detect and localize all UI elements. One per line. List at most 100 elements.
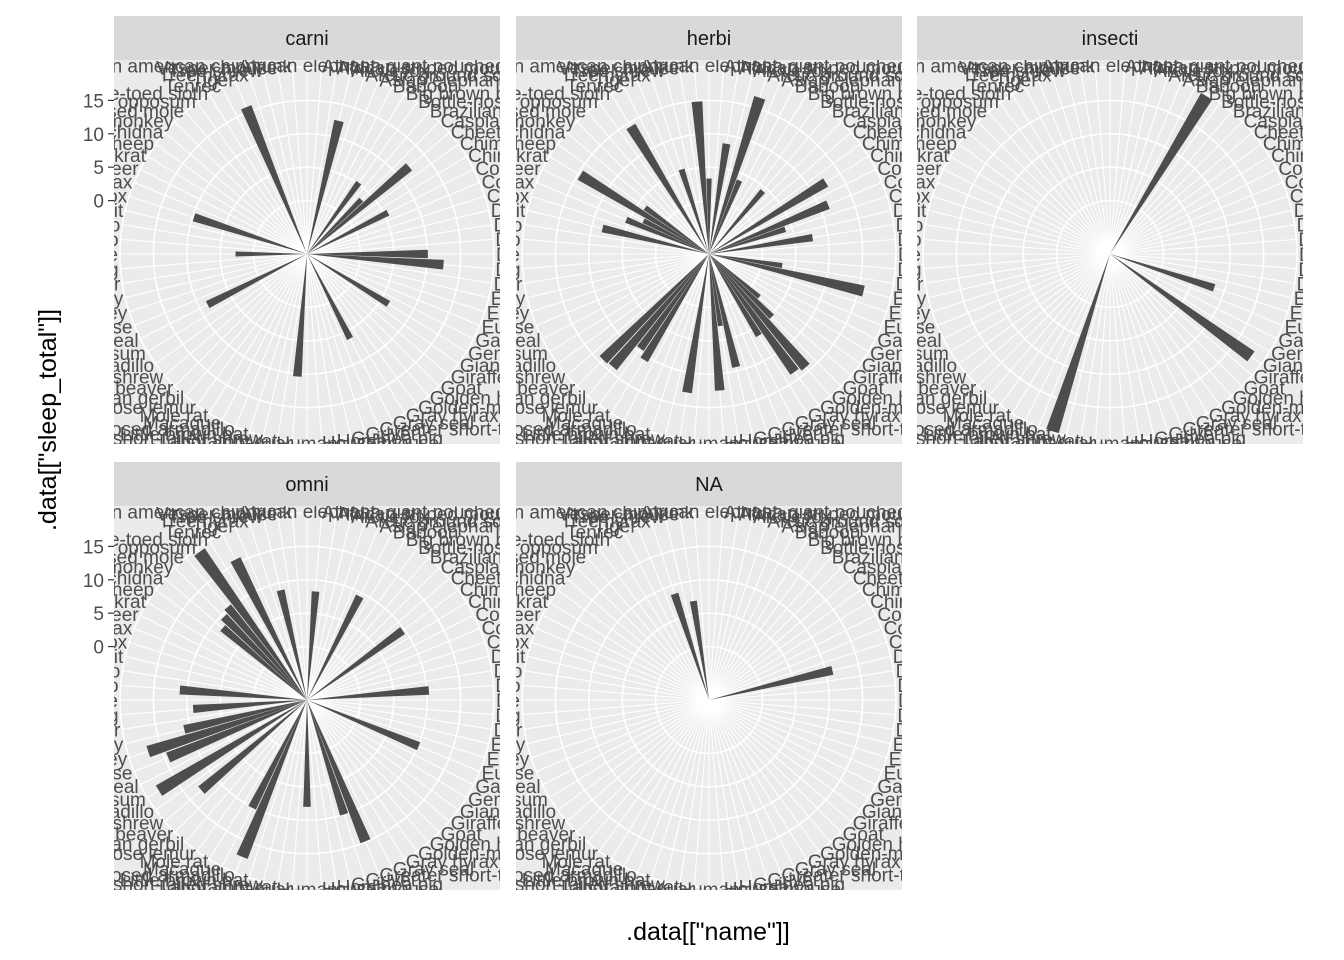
category-label: Brazilian tapir bbox=[832, 101, 948, 122]
radial-gridline bbox=[708, 121, 842, 255]
category-label: Round-tailed muskrat bbox=[367, 146, 548, 167]
category-label: Patas monkey bbox=[405, 289, 526, 310]
bar-north-american-opossum bbox=[155, 700, 307, 796]
circular-gridline bbox=[654, 645, 764, 755]
bar-tree-hyrax bbox=[670, 592, 709, 700]
category-label: Tree hyrax bbox=[158, 65, 249, 86]
radial-gridline bbox=[708, 132, 852, 255]
radial-gridline bbox=[306, 195, 486, 255]
radial-gridline bbox=[1011, 94, 1111, 255]
category-label: Bottle-nosed dolphin bbox=[820, 92, 993, 113]
radial-gridline bbox=[708, 518, 754, 701]
category-label: Tree shrew bbox=[169, 507, 264, 528]
circular-gridline bbox=[587, 578, 831, 822]
category-label: Big brown bat bbox=[1209, 84, 1326, 105]
category-label: Deer mouse bbox=[893, 201, 997, 222]
radial-gridline bbox=[1109, 253, 1283, 327]
category-label: Long-nosed armadillo bbox=[52, 420, 235, 441]
category-label: Rock hyrax bbox=[840, 173, 936, 194]
bar-donkey bbox=[709, 254, 783, 269]
category-label: Desert hedgehog bbox=[495, 676, 641, 697]
outer-gridline bbox=[119, 66, 495, 442]
category-label: African elephant bbox=[640, 56, 778, 77]
radial-gridline bbox=[708, 567, 842, 701]
category-label: Short-nosed echidna bbox=[390, 568, 566, 589]
category-label: Eastern american mole bbox=[889, 749, 1084, 770]
bar-asian-elephant bbox=[709, 179, 742, 254]
radial-gridline bbox=[708, 253, 876, 340]
bar-musk-shrew bbox=[198, 700, 307, 794]
x-axis-title: .data[["name"]] bbox=[626, 918, 790, 946]
radial-gridline bbox=[988, 111, 1111, 255]
radial-gridline bbox=[708, 699, 852, 822]
bar-chimpanzee bbox=[307, 627, 406, 700]
bar-european-hedgehog bbox=[307, 700, 421, 751]
radial-gridline bbox=[576, 699, 710, 833]
category-label: African elephant bbox=[1041, 56, 1179, 77]
circular-gridline bbox=[152, 545, 462, 855]
radial-gridline bbox=[708, 527, 782, 701]
category-label: Cow bbox=[487, 633, 525, 654]
category-label: Nine-banded armadillo bbox=[365, 802, 556, 823]
category-label: Common porpoise bbox=[877, 159, 1032, 180]
circular-gridline bbox=[955, 99, 1265, 409]
category-label: Golden hamster bbox=[430, 835, 566, 856]
category-label: Pilot whale bbox=[26, 245, 118, 266]
radial-gridline bbox=[306, 670, 492, 701]
radial-gridline bbox=[708, 614, 876, 701]
radial-gridline bbox=[708, 699, 739, 885]
radial-gridline bbox=[1094, 67, 1111, 255]
radial-gridline bbox=[306, 699, 337, 885]
bar-pig bbox=[192, 700, 307, 713]
category-label: Pilot whale bbox=[829, 245, 921, 266]
radial-gridline bbox=[708, 589, 861, 701]
radial-gridline bbox=[664, 518, 710, 701]
category-label: African striped mouse bbox=[337, 504, 521, 525]
radial-gridline bbox=[140, 699, 308, 786]
category-label: Sheep bbox=[99, 580, 154, 601]
radial-gridline bbox=[196, 253, 308, 406]
radial-gridline bbox=[542, 253, 710, 340]
radial-gridline bbox=[937, 253, 1111, 327]
category-label: European hedgehog bbox=[482, 317, 654, 338]
category-label: Galago bbox=[877, 777, 938, 798]
category-label: Potoroo bbox=[454, 676, 521, 697]
category-label: Golden hamster bbox=[832, 835, 968, 856]
radial-gridline bbox=[174, 121, 308, 255]
bar-vesper-mouse bbox=[689, 600, 709, 700]
category-label: Western american chipmunk bbox=[52, 503, 293, 524]
category-label: Rabbit bbox=[470, 201, 526, 222]
radial-gridline bbox=[566, 699, 710, 822]
category-label: Common porpoise bbox=[877, 605, 1032, 626]
category-label: Pilot whale bbox=[428, 245, 520, 266]
radial-gridline bbox=[708, 253, 888, 313]
category-label: Eastern american mole bbox=[487, 303, 682, 324]
category-label: Greater short-tailed shrew bbox=[379, 420, 599, 441]
radial-gridline bbox=[1109, 111, 1232, 255]
category-label: Tiger bbox=[995, 70, 1038, 91]
radial-gridline bbox=[306, 515, 337, 701]
facet-strip-label: herbi bbox=[687, 28, 731, 50]
radial-gridline bbox=[1094, 253, 1111, 441]
category-label: Donkey bbox=[896, 275, 961, 296]
circular-gridline bbox=[587, 132, 831, 376]
category-label: Eastern american mole bbox=[889, 303, 1084, 324]
bar-baboon bbox=[307, 594, 364, 700]
category-label: Patas monkey bbox=[3, 289, 124, 310]
category-label: Rabbit bbox=[68, 647, 124, 668]
category-label: Mongoose lemur bbox=[456, 844, 598, 865]
category-label: Cow bbox=[889, 633, 927, 654]
category-label: House mouse bbox=[724, 433, 841, 454]
radial-gridline bbox=[1065, 72, 1111, 255]
category-label: Degu bbox=[494, 661, 539, 682]
category-label: Round-tailed muskrat bbox=[768, 146, 949, 167]
bar-big-brown-bat bbox=[1110, 92, 1213, 254]
radial-gridline bbox=[1109, 253, 1232, 397]
category-label: Horse bbox=[337, 432, 388, 453]
radial-gridline bbox=[196, 699, 308, 852]
radial-gridline bbox=[636, 699, 710, 873]
category-label: Mole rat bbox=[140, 406, 209, 427]
radial-gridline bbox=[306, 699, 429, 843]
category-label: African giant pouched rat bbox=[322, 57, 534, 78]
